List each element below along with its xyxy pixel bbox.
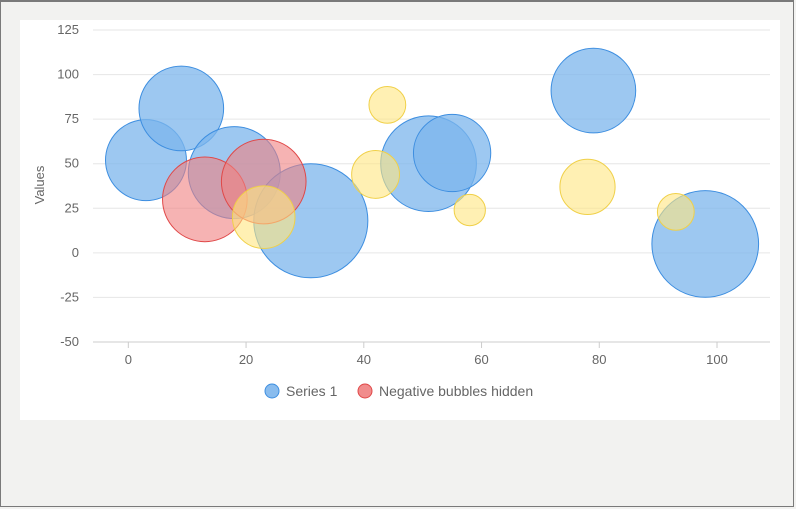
bubble-point[interactable] [231,185,296,249]
x-tick-label: 40 [357,352,371,367]
x-tick-label: 60 [474,352,488,367]
y-axis-title: Values [32,165,47,204]
bubbles [105,47,760,298]
y-axis-ticks: -50 -25 0 25 50 75 100 125 [57,22,79,349]
x-tick-label: 80 [592,352,606,367]
bubble-point[interactable] [351,149,400,199]
legend-item[interactable]: Negative bubbles hidden [357,383,533,399]
bubble-point[interactable] [368,85,407,124]
legend-swatch [264,383,280,399]
legend-label: Series 1 [286,383,338,399]
y-tick-label: -50 [60,334,79,349]
bubble-point[interactable] [550,47,637,134]
y-tick-label: 50 [65,156,79,171]
y-tick-label: 100 [57,67,79,82]
legend-swatch [357,383,373,399]
bubble-point[interactable] [412,113,492,193]
y-tick-label: -25 [60,289,79,304]
bubble-point[interactable] [138,65,225,152]
y-tick-label: 0 [72,245,79,260]
y-tick-label: 125 [57,22,79,37]
chart-container: -50 -25 0 25 50 75 100 125 0 20 40 60 80 100 Values … [20,20,780,420]
bubble-point[interactable] [559,158,616,215]
x-tick-label: 20 [239,352,253,367]
x-tick-label: 0 [125,352,132,367]
x-axis-ticks: 0 20 40 60 80 100 [125,342,728,367]
bubble-point[interactable] [656,192,695,231]
legend: Series 1 Negative bubbles hidden [264,383,533,399]
legend-label: Negative bubbles hidden [379,383,533,399]
y-tick-label: 25 [65,200,79,215]
legend-item[interactable]: Series 1 [264,383,338,399]
y-tick-label: 75 [65,111,79,126]
bubble-point[interactable] [453,193,486,227]
x-tick-label: 100 [706,352,728,367]
